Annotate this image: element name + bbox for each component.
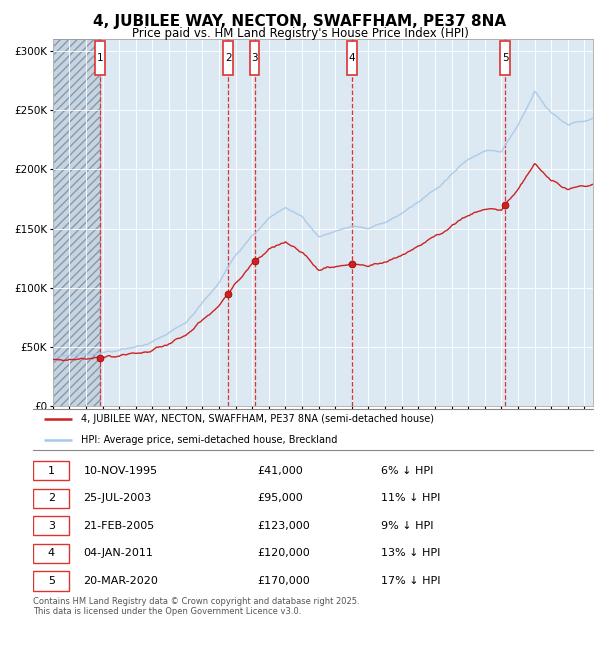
- Bar: [500, 42, 510, 75]
- Text: HPI: Average price, semi-detached house, Breckland: HPI: Average price, semi-detached house,…: [80, 435, 337, 445]
- Text: 1: 1: [48, 466, 55, 476]
- Text: 4, JUBILEE WAY, NECTON, SWAFFHAM, PE37 8NA: 4, JUBILEE WAY, NECTON, SWAFFHAM, PE37 8…: [94, 14, 506, 29]
- Bar: [53, 39, 100, 406]
- Text: 17% ↓ HPI: 17% ↓ HPI: [381, 576, 440, 586]
- Bar: [347, 42, 357, 75]
- Text: £120,000: £120,000: [257, 549, 310, 558]
- FancyBboxPatch shape: [30, 409, 596, 450]
- Text: £41,000: £41,000: [257, 466, 303, 476]
- Bar: [223, 42, 233, 75]
- Text: £95,000: £95,000: [257, 493, 303, 503]
- Text: 9% ↓ HPI: 9% ↓ HPI: [381, 521, 433, 531]
- Text: 25-JUL-2003: 25-JUL-2003: [83, 493, 152, 503]
- Text: 13% ↓ HPI: 13% ↓ HPI: [381, 549, 440, 558]
- Text: 2: 2: [225, 53, 232, 63]
- Text: 5: 5: [502, 53, 508, 63]
- Text: 3: 3: [251, 53, 258, 63]
- FancyBboxPatch shape: [33, 571, 70, 591]
- FancyBboxPatch shape: [33, 461, 70, 480]
- Text: £170,000: £170,000: [257, 576, 310, 586]
- Text: 4: 4: [349, 53, 355, 63]
- Text: 1: 1: [97, 53, 104, 63]
- Text: £123,000: £123,000: [257, 521, 310, 531]
- Text: 3: 3: [48, 521, 55, 531]
- FancyBboxPatch shape: [33, 516, 70, 536]
- FancyBboxPatch shape: [33, 544, 70, 563]
- Text: 2: 2: [47, 493, 55, 503]
- Bar: [53, 39, 100, 406]
- Text: Price paid vs. HM Land Registry's House Price Index (HPI): Price paid vs. HM Land Registry's House …: [131, 27, 469, 40]
- Bar: [95, 42, 105, 75]
- Text: 11% ↓ HPI: 11% ↓ HPI: [381, 493, 440, 503]
- Bar: [250, 42, 259, 75]
- Text: 4, JUBILEE WAY, NECTON, SWAFFHAM, PE37 8NA (semi-detached house): 4, JUBILEE WAY, NECTON, SWAFFHAM, PE37 8…: [80, 415, 434, 424]
- Text: 04-JAN-2011: 04-JAN-2011: [83, 549, 154, 558]
- Text: 21-FEB-2005: 21-FEB-2005: [83, 521, 155, 531]
- FancyBboxPatch shape: [33, 489, 70, 508]
- Text: Contains HM Land Registry data © Crown copyright and database right 2025.
This d: Contains HM Land Registry data © Crown c…: [33, 597, 359, 616]
- Text: 4: 4: [47, 549, 55, 558]
- Text: 20-MAR-2020: 20-MAR-2020: [83, 576, 158, 586]
- Text: 5: 5: [48, 576, 55, 586]
- Text: 10-NOV-1995: 10-NOV-1995: [83, 466, 158, 476]
- Text: 6% ↓ HPI: 6% ↓ HPI: [381, 466, 433, 476]
